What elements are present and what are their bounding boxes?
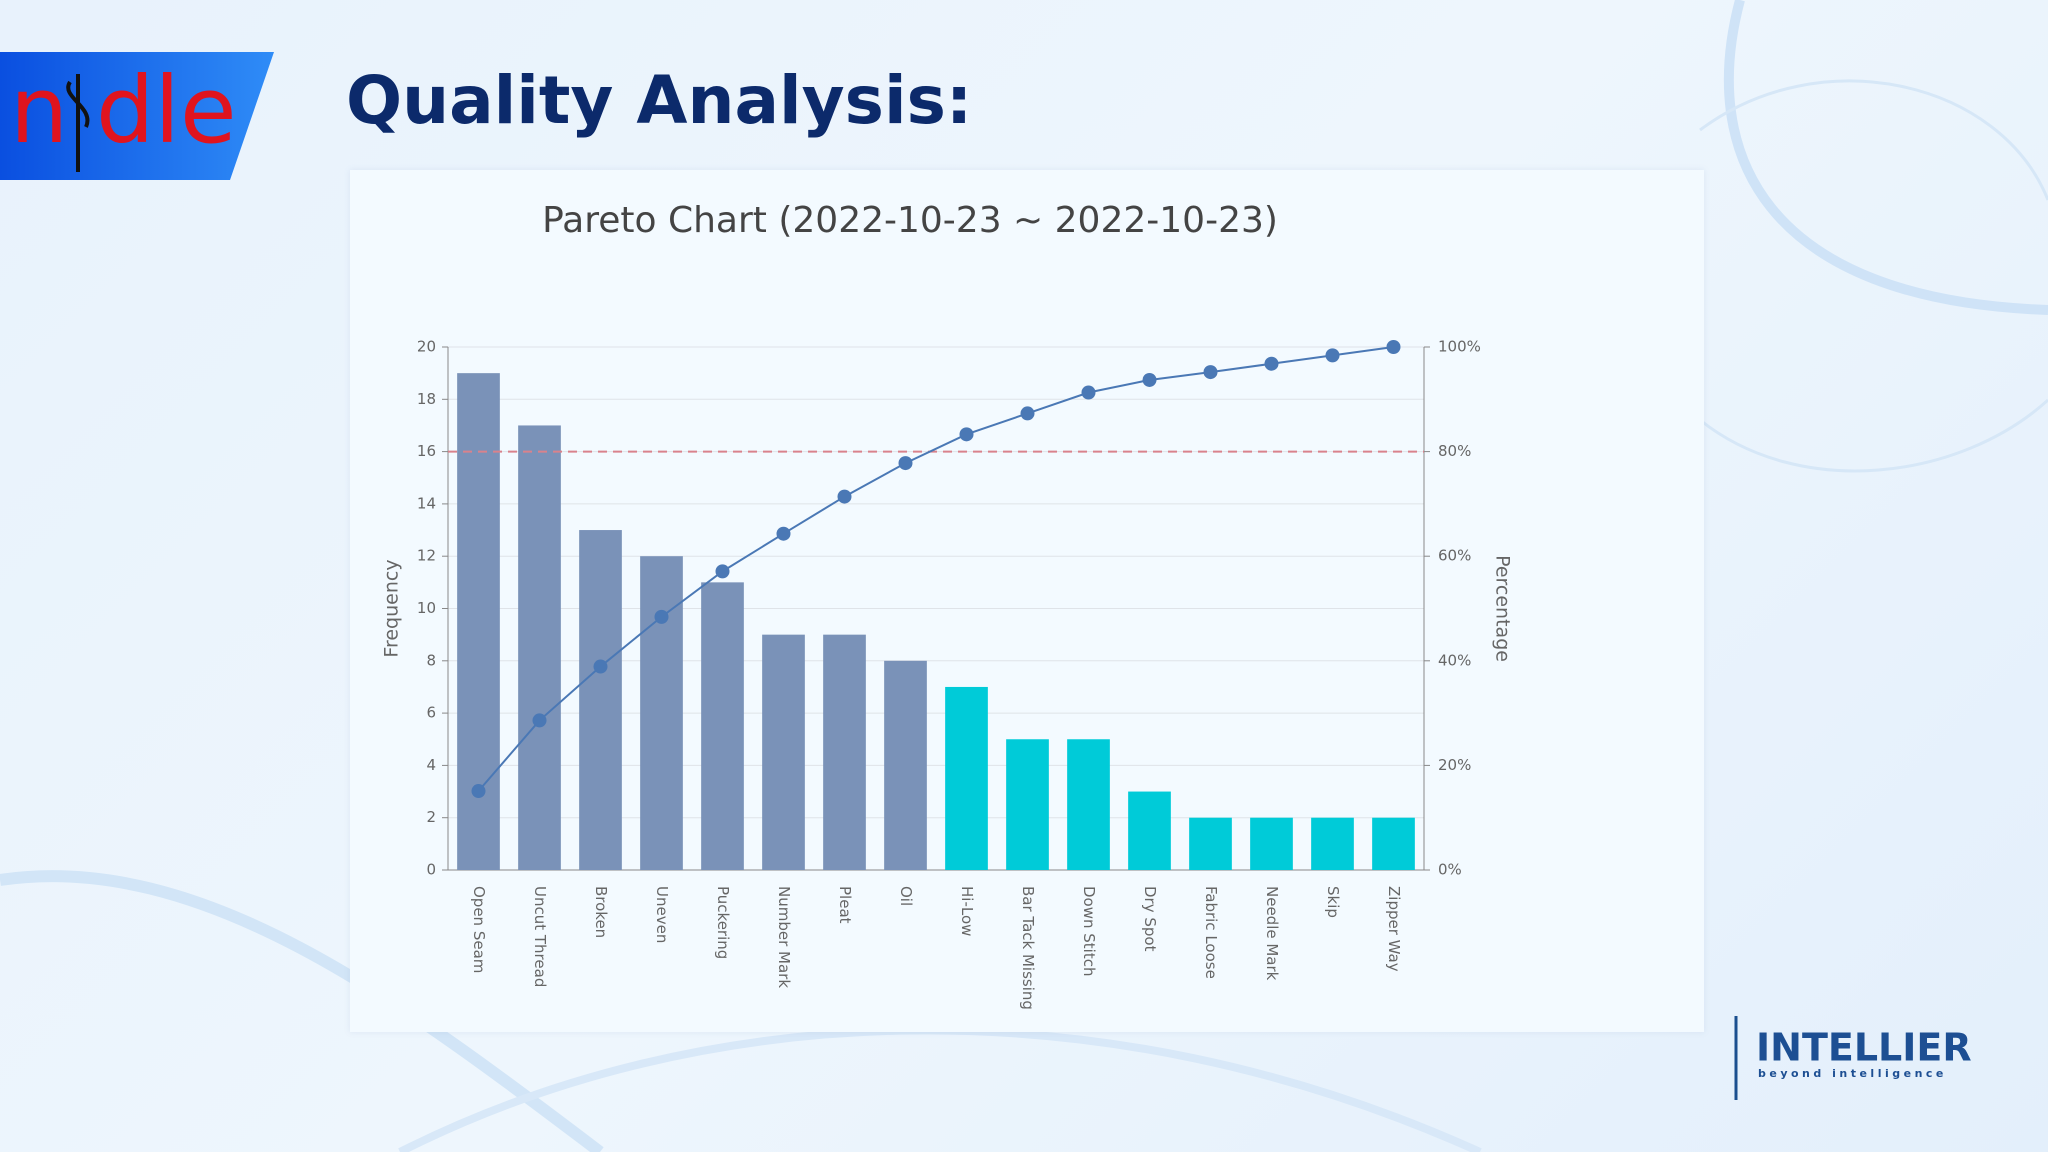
x-tick-label: Dry Spot [1141, 886, 1159, 952]
y2-tick-label: 80% [1438, 442, 1471, 460]
y-tick-label: 14 [417, 494, 436, 512]
x-tick-label: Down Stitch [1080, 886, 1098, 976]
heading: Quality Analysis: [346, 62, 973, 139]
y-axis-label: Frequency [381, 559, 403, 657]
cumulative-point [1325, 348, 1340, 363]
bar [518, 425, 561, 870]
logo-text: dle [96, 57, 237, 164]
bar [1067, 739, 1110, 870]
bar [1250, 817, 1293, 870]
decor-curve [398, 1026, 1482, 1152]
needle-icon [66, 74, 90, 172]
cumulative-point [654, 609, 669, 624]
cumulative-point [959, 427, 974, 442]
cumulative-point [776, 526, 791, 541]
y2-tick-label: 20% [1438, 756, 1471, 774]
y-tick-label: 0 [426, 861, 436, 879]
cumulative-point [837, 489, 852, 504]
x-tick-label: Number Mark [775, 886, 793, 988]
x-tick-label: Broken [592, 886, 610, 938]
bar [640, 556, 683, 870]
bar [701, 582, 744, 870]
cumulative-point [1264, 356, 1279, 371]
x-tick-label: Needle Mark [1263, 886, 1281, 981]
cumulative-point [532, 713, 547, 728]
y2-tick-label: 40% [1438, 651, 1471, 669]
cumulative-point [898, 456, 913, 471]
x-tick-label: Hi-Low [958, 886, 976, 936]
bar [1006, 739, 1049, 870]
bar [823, 634, 866, 870]
x-tick-label: Pleat [836, 886, 854, 924]
brand-logo: INTELLIER beyond intelligence [1734, 1016, 1972, 1100]
bar [945, 686, 988, 870]
brand-name: INTELLIER [1756, 1026, 1972, 1070]
x-tick-label: Zipper Way [1385, 886, 1403, 972]
chart-card: Pareto Chart (2022-10-23 ~ 2022-10-23) 0… [350, 170, 1704, 1032]
x-tick-label: Skip [1324, 886, 1342, 918]
y-tick-label: 6 [426, 704, 436, 722]
x-tick-label: Puckering [714, 886, 732, 959]
cumulative-point [1203, 365, 1218, 380]
y2-tick-label: 100% [1438, 338, 1481, 356]
y-tick-label: 18 [417, 390, 436, 408]
y2-tick-label: 60% [1438, 547, 1471, 565]
brand-tagline: beyond intelligence [1758, 1067, 1947, 1080]
cumulative-point [715, 564, 730, 579]
bar [884, 660, 927, 870]
y-tick-label: 8 [426, 651, 436, 669]
cumulative-point [1020, 406, 1035, 421]
decor-curve [1724, 0, 2048, 315]
decor-curve [1699, 79, 2048, 201]
x-tick-label: Bar Tack Missing [1019, 886, 1037, 1010]
x-tick-label: Fabric Loose [1202, 886, 1220, 979]
logo: n dle [0, 52, 274, 180]
chart-title: Pareto Chart (2022-10-23 ~ 2022-10-23) [542, 200, 1278, 241]
bar [1189, 817, 1232, 870]
y-tick-label: 20 [417, 338, 436, 356]
y2-tick-label: 0% [1438, 861, 1462, 879]
cumulative-point [593, 659, 608, 674]
y-tick-label: 4 [426, 756, 436, 774]
cumulative-point [1081, 385, 1096, 400]
decor-curve [1699, 398, 2048, 473]
cumulative-point [471, 784, 486, 799]
cumulative-point [1386, 340, 1401, 354]
x-tick-label: Uncut Thread [531, 886, 549, 987]
y-tick-label: 16 [417, 442, 436, 460]
y-tick-label: 2 [426, 808, 436, 826]
bar [1372, 817, 1415, 870]
decor-curve [0, 870, 604, 1152]
y2-axis-label: Percentage [1492, 555, 1514, 662]
y-tick-label: 10 [417, 599, 436, 617]
x-tick-label: Open Seam [470, 886, 488, 973]
bar [1311, 817, 1354, 870]
chart: Pareto Chart (2022-10-23 ~ 2022-10-23) 0… [381, 200, 1514, 1010]
bar [1128, 791, 1171, 870]
x-tick-label: Oil [897, 886, 915, 906]
bar [762, 634, 805, 870]
bar [579, 530, 622, 870]
y-tick-label: 12 [417, 547, 436, 565]
cumulative-point [1142, 372, 1157, 387]
logo-text: n [10, 57, 68, 164]
x-tick-label: Uneven [653, 886, 671, 943]
cumulative-line [477, 346, 1394, 792]
